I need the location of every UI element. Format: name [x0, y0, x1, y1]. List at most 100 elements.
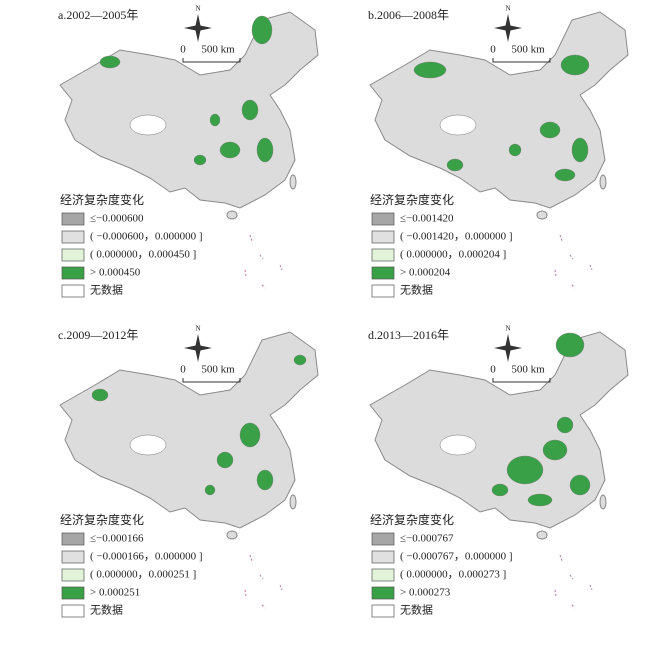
- legend-swatch: [371, 266, 395, 280]
- legend-label: ≤−0.000166: [90, 533, 144, 545]
- legend-label: > 0.000251: [90, 587, 140, 599]
- island: [226, 530, 238, 540]
- south-sea-dashes: [554, 554, 593, 609]
- region-patch: [527, 493, 553, 507]
- scale-zero: 0: [180, 44, 186, 56]
- island: [599, 494, 607, 510]
- legend-label: ( 0.000000，0.000450 ]: [90, 249, 196, 261]
- region-patch: [569, 474, 591, 496]
- legend-swatch: [61, 532, 85, 546]
- legend-title: 经济复杂度变化: [60, 192, 144, 207]
- region-patch: [209, 113, 221, 127]
- south-sea-dashes: [244, 554, 283, 609]
- legend-swatch: [371, 248, 395, 262]
- scale-bar: [492, 58, 551, 63]
- region-patch: [555, 332, 585, 358]
- country-outline: [59, 11, 319, 209]
- region-patch: [508, 143, 522, 157]
- legend-title: 经济复杂度变化: [370, 512, 454, 527]
- legend-swatch: [61, 230, 85, 244]
- legend-swatch: [61, 212, 85, 226]
- scale-zero: 0: [490, 364, 496, 376]
- legend-swatch: [61, 604, 85, 618]
- region-patch: [251, 15, 273, 45]
- legend-swatch: [371, 604, 395, 618]
- region-patch: [193, 154, 207, 166]
- map-panel: d.2013—2016年 N 0 500 km 经济复杂度变化 ≤−0.000767 ( −…: [368, 325, 629, 618]
- region-patch: [256, 469, 274, 491]
- compass: [184, 14, 212, 42]
- island: [289, 174, 297, 190]
- region-patch: [99, 55, 121, 69]
- legend-label: ≤−0.000767: [400, 533, 454, 545]
- scale-label: 500 km: [511, 364, 545, 376]
- compass: [494, 14, 522, 42]
- island: [599, 174, 607, 190]
- legend-label: ≤−0.000600: [90, 213, 144, 225]
- scale-label: 500 km: [511, 44, 545, 56]
- legend-label: ( 0.000000，0.000251 ]: [90, 569, 196, 581]
- island: [536, 530, 548, 540]
- region-patch: [216, 451, 234, 469]
- region-patch: [413, 61, 447, 79]
- country-outline: [59, 331, 319, 529]
- legend-label: ( 0.000000，0.000273 ]: [400, 569, 506, 581]
- region-patch: [446, 158, 464, 172]
- legend-label: 无数据: [400, 603, 433, 617]
- compass-label: N: [195, 325, 200, 333]
- map-panel: a.2002—2005年 N 0 500 km 经济复杂度变化 ≤−0.000600 ( −…: [58, 5, 319, 298]
- legend-label: ( −0.000600，0.000000 ]: [90, 231, 203, 243]
- region-patch: [256, 137, 274, 163]
- panel-title: a.2002—2005年: [58, 8, 138, 22]
- legend-swatch: [61, 568, 85, 582]
- legend-swatch: [371, 568, 395, 582]
- legend-label: 无数据: [400, 283, 433, 297]
- island: [536, 210, 548, 220]
- legend-label: 无数据: [90, 283, 123, 297]
- legend-swatch: [61, 284, 85, 298]
- region-patch: [542, 439, 568, 461]
- south-sea-dashes: [244, 234, 283, 289]
- legend-label: ( −0.001420，0.000000 ]: [400, 231, 513, 243]
- legend-swatch: [61, 248, 85, 262]
- legend-swatch: [61, 550, 85, 564]
- scale-label: 500 km: [201, 364, 235, 376]
- region-patch: [560, 54, 590, 76]
- legend-swatch: [371, 586, 395, 600]
- region-patch: [571, 137, 589, 163]
- scale-bar: [492, 378, 551, 383]
- region-patch: [293, 354, 307, 366]
- legend-label: ( −0.000767，0.000000 ]: [400, 551, 513, 563]
- map-panel: c.2009—2012年 N 0 500 km 经济复杂度变化 ≤−0.000166 ( −…: [58, 325, 319, 618]
- region-patch: [219, 141, 241, 159]
- compass-label: N: [505, 325, 510, 333]
- compass: [184, 334, 212, 362]
- island: [226, 210, 238, 220]
- compass: [494, 334, 522, 362]
- legend-label: ( 0.000000，0.000204 ]: [400, 249, 506, 261]
- compass-label: N: [195, 5, 200, 13]
- legend-swatch: [371, 550, 395, 564]
- region-patch: [241, 99, 259, 121]
- scale-zero: 0: [490, 44, 496, 56]
- region-patch: [556, 416, 574, 434]
- region-patch: [239, 422, 261, 448]
- region-patch: [506, 455, 544, 485]
- region-patch: [539, 121, 561, 139]
- scale-bar: [182, 58, 241, 63]
- legend-swatch: [371, 284, 395, 298]
- legend-label: ≤−0.001420: [400, 213, 454, 225]
- legend-title: 经济复杂度变化: [60, 512, 144, 527]
- legend-swatch: [371, 532, 395, 546]
- no-data-region: [129, 434, 167, 456]
- region-patch: [554, 168, 576, 182]
- no-data-region: [439, 434, 477, 456]
- legend-label: > 0.000450: [90, 267, 141, 279]
- legend-swatch: [61, 266, 85, 280]
- scale-bar: [182, 378, 241, 383]
- legend-title: 经济复杂度变化: [370, 192, 454, 207]
- scale-zero: 0: [180, 364, 186, 376]
- legend-swatch: [61, 586, 85, 600]
- legend-label: 无数据: [90, 603, 123, 617]
